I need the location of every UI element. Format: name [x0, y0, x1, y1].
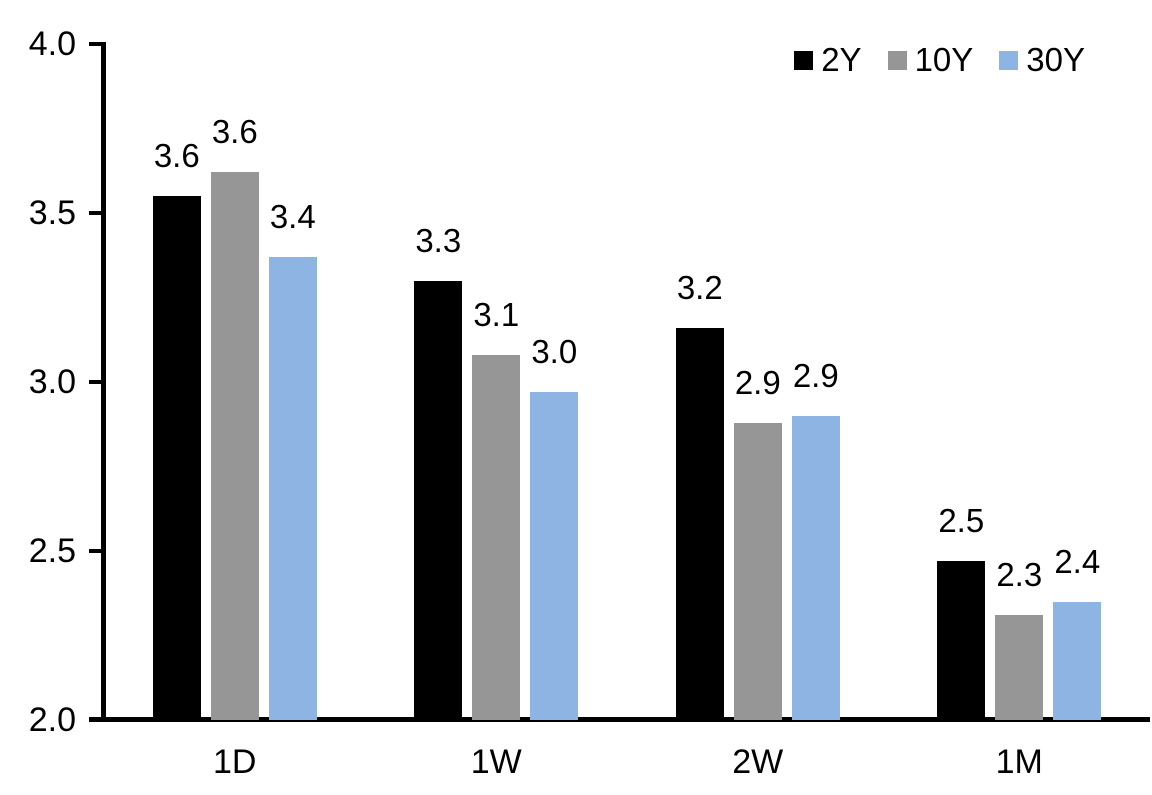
legend-label: 10Y [914, 41, 974, 78]
y-tick-mark [89, 549, 101, 553]
bar-value-label: 2.3 [996, 556, 1043, 594]
legend-label: 30Y [1026, 41, 1085, 78]
bar-value-label: 3.3 [415, 221, 462, 259]
legend-swatch-icon [999, 50, 1019, 70]
bar-10Y-1W [472, 354, 521, 720]
bar-30Y-1M [1053, 601, 1102, 720]
bar-2Y-1W [414, 280, 463, 720]
y-tick-label: 2.0 [28, 701, 76, 739]
y-tick-mark [89, 718, 101, 722]
y-tick-mark [89, 211, 101, 215]
bar-value-label: 2.4 [1054, 542, 1101, 580]
bar-value-label: 3.6 [153, 137, 200, 175]
bar-value-label: 2.9 [792, 356, 839, 394]
legend-item-30Y: 30Y [999, 42, 1085, 78]
bar-value-label: 3.2 [676, 268, 723, 306]
bar-2Y-2W [675, 327, 724, 720]
legend-swatch-icon [794, 50, 814, 70]
bar-10Y-1D [210, 172, 259, 720]
bar-value-label: 3.0 [531, 333, 578, 371]
bar-30Y-1W [530, 392, 579, 720]
y-axis-line [101, 42, 106, 721]
bar-2Y-1D [152, 196, 201, 720]
x-category-label: 1M [995, 743, 1043, 781]
legend-label: 2Y [821, 41, 862, 78]
x-category-label: 1D [213, 743, 257, 781]
x-category-label: 1W [470, 743, 522, 781]
x-axis-line [89, 717, 1150, 722]
bar-2Y-1M [937, 561, 986, 720]
bar-value-label: 3.4 [269, 197, 316, 235]
legend-item-2Y: 2Y [794, 41, 862, 78]
y-tick-mark [89, 380, 101, 384]
legend: 2Y 10Y 30Y [794, 42, 1085, 78]
bar-value-label: 3.1 [473, 295, 520, 333]
bar-10Y-1M [995, 615, 1044, 720]
bar-30Y-2W [791, 415, 840, 720]
bar-value-label: 2.5 [938, 502, 985, 540]
y-tick-mark [89, 42, 101, 46]
bar-10Y-2W [733, 422, 782, 720]
bar-30Y-1D [268, 256, 317, 720]
bar-value-label: 3.6 [211, 113, 258, 151]
bar-value-label: 2.9 [734, 363, 781, 401]
x-category-label: 2W [732, 743, 784, 781]
y-tick-label: 2.5 [28, 532, 76, 570]
legend-item-10Y: 10Y [887, 41, 974, 78]
y-tick-label: 4.0 [28, 25, 76, 63]
y-tick-label: 3.5 [28, 194, 76, 232]
legend-swatch-icon [887, 50, 907, 70]
y-tick-label: 3.0 [28, 363, 76, 401]
